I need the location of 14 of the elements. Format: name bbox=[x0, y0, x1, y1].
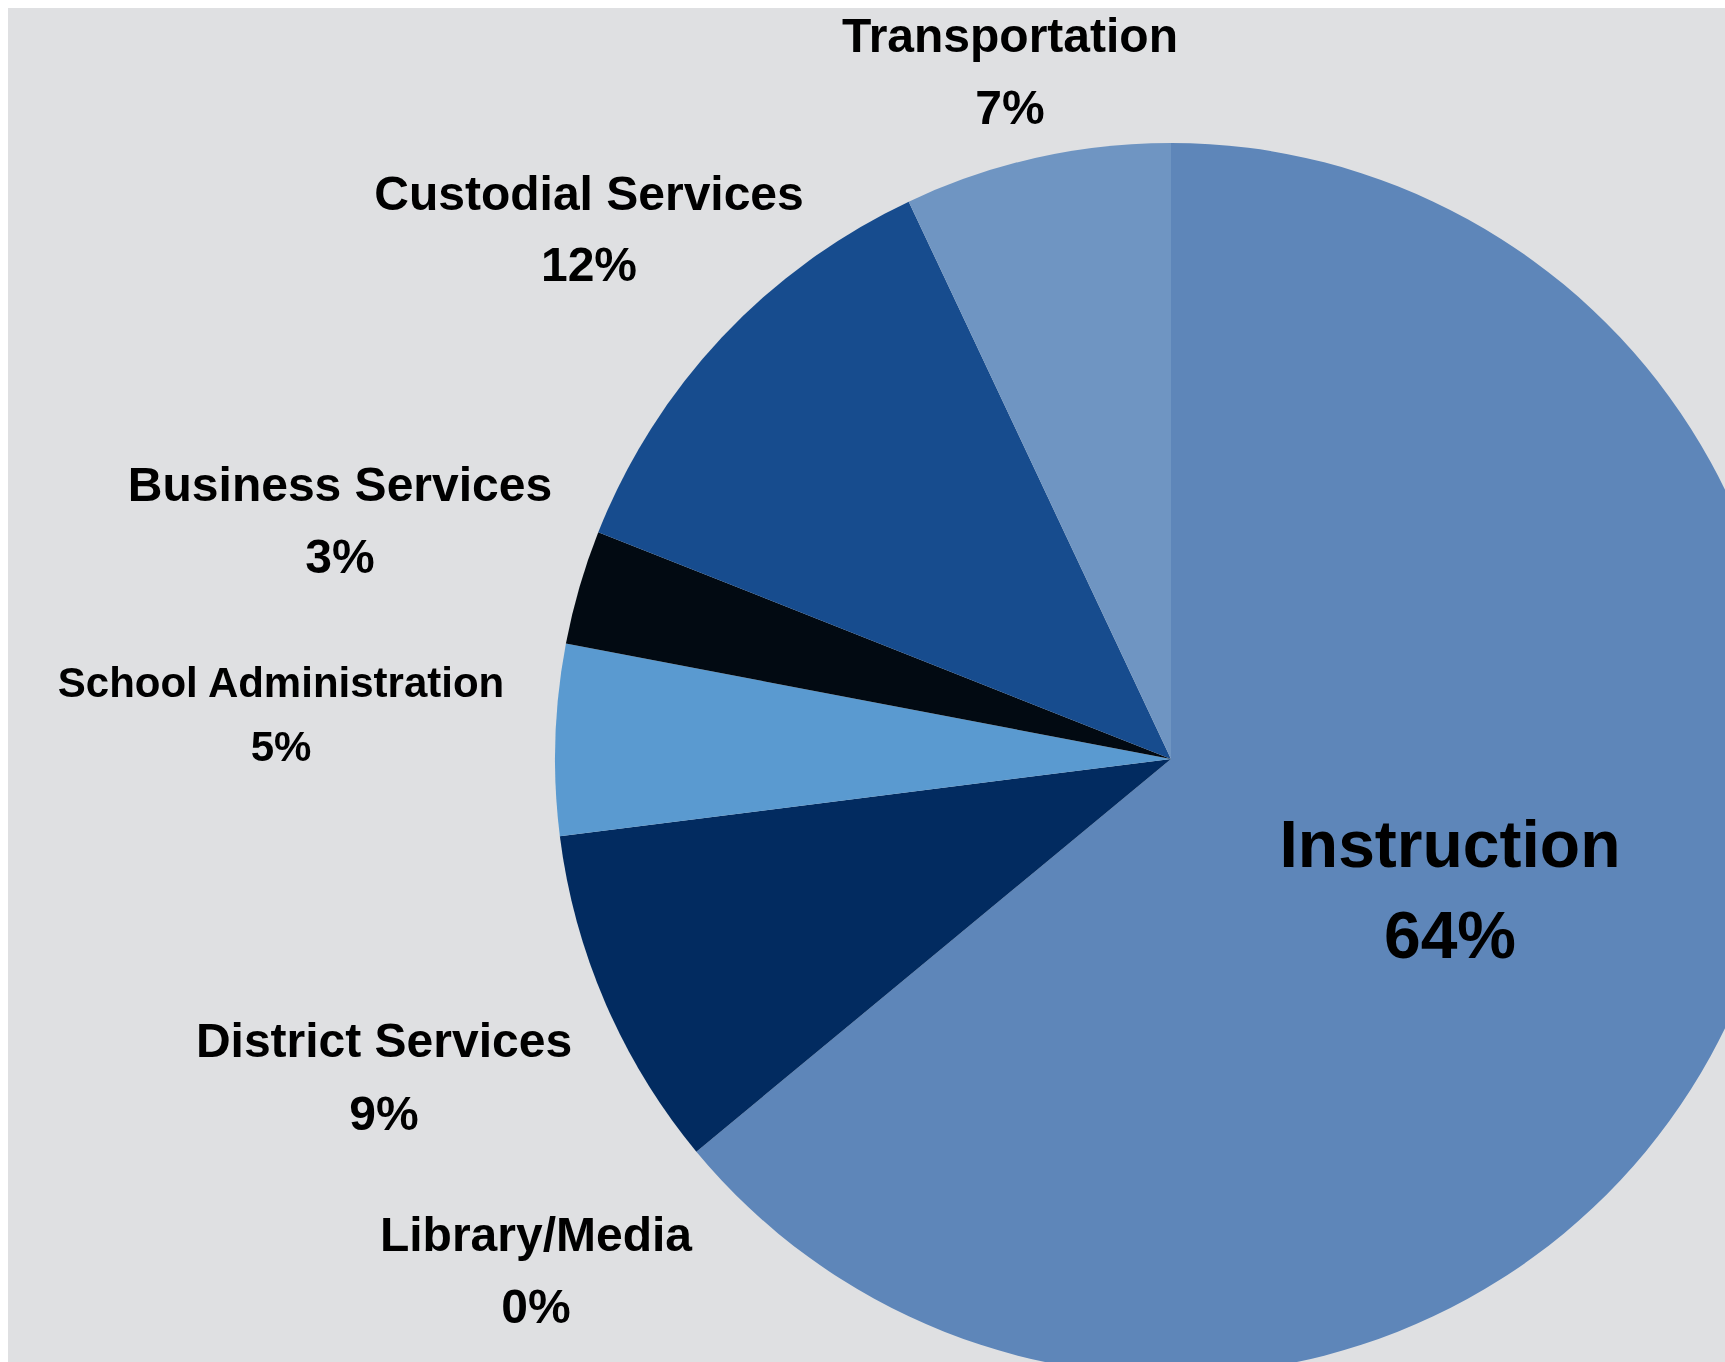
slice-label: Business Services bbox=[127, 457, 553, 511]
data-label: 3% bbox=[305, 529, 375, 583]
data-label: 64% bbox=[1383, 898, 1517, 972]
slice-label: District Services bbox=[195, 1013, 573, 1067]
data-label: 5% bbox=[250, 722, 312, 770]
text: 0% bbox=[501, 1279, 571, 1333]
slice-label: Custodial Services bbox=[374, 166, 804, 220]
data-label: 9% bbox=[349, 1086, 419, 1140]
data-label: 12% bbox=[540, 237, 638, 291]
category-label: Library/Media bbox=[379, 1207, 693, 1261]
data-label: 7% bbox=[975, 80, 1045, 134]
slice-label: School Administration bbox=[57, 658, 505, 706]
slice-label: Transportation bbox=[841, 8, 1179, 62]
slice-label: Instruction bbox=[1279, 807, 1621, 881]
